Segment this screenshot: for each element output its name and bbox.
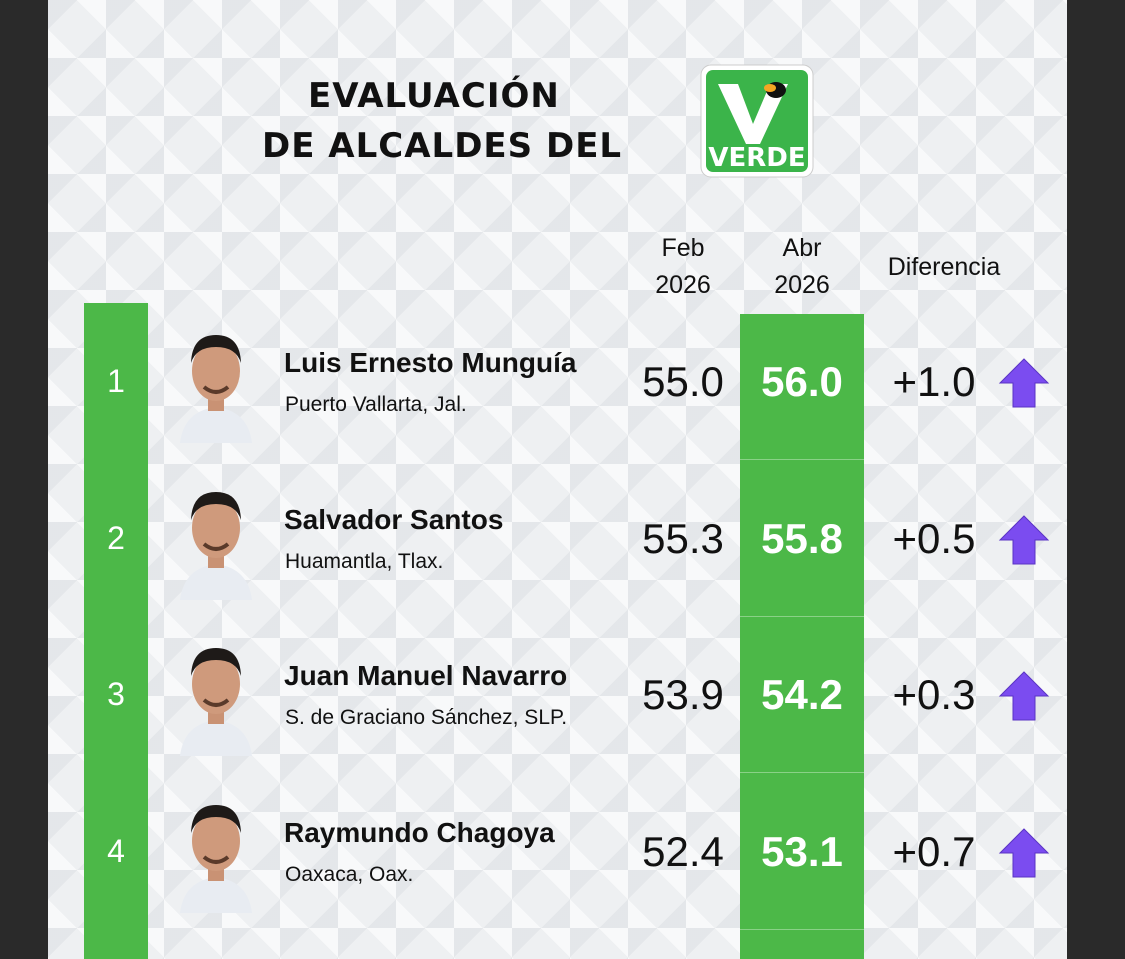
row-divider xyxy=(740,615,864,617)
row-divider xyxy=(740,459,864,460)
column-year: 2026 xyxy=(655,271,711,299)
difference: +1.0 xyxy=(892,358,976,405)
candidate-place: Oaxaca, Oax. xyxy=(285,862,414,886)
difference: +0.5 xyxy=(892,514,976,562)
title-line: DE ALCALDES DEL xyxy=(262,126,623,166)
up-arrow xyxy=(998,358,1050,408)
row-divider xyxy=(740,772,864,773)
abr-score: 55.8 xyxy=(761,514,843,562)
abr-score: 56.0 xyxy=(761,358,843,405)
feb-score: 53.9 xyxy=(642,671,724,718)
column-header: Feb 2026 xyxy=(623,230,743,304)
abr-score: 53.1 xyxy=(761,827,843,875)
rank: 1 xyxy=(107,363,125,399)
column-year: 2026 xyxy=(774,271,830,299)
candidate-name: Salvador Santos xyxy=(284,503,504,535)
photo xyxy=(180,491,252,600)
candidate-name: Raymundo Chagoya xyxy=(284,816,555,848)
logo: VERDE xyxy=(700,64,814,178)
rank: 2 xyxy=(107,519,125,556)
row-divider xyxy=(740,928,864,930)
column-header: Abr 2026 xyxy=(742,230,862,304)
rank: 4 xyxy=(107,832,125,869)
candidate-name: Luis Ernesto Munguía xyxy=(284,347,577,378)
up-arrow xyxy=(998,514,1050,564)
up-arrow xyxy=(998,671,1050,721)
column-month: Feb xyxy=(661,234,705,262)
abr-score: 54.2 xyxy=(761,671,843,718)
candidate-place: Huamantla, Tlax. xyxy=(285,549,444,573)
photo xyxy=(180,335,252,443)
title-line: EVALUACIÓN xyxy=(308,76,560,116)
logo-text: VERDE xyxy=(708,143,805,173)
photo xyxy=(180,648,252,756)
column-month: Abr xyxy=(782,234,822,262)
rank-column xyxy=(84,303,148,959)
difference: +0.3 xyxy=(892,671,976,718)
up-arrow xyxy=(998,827,1050,877)
feb-score: 55.0 xyxy=(642,358,724,405)
candidate-name: Juan Manuel Navarro xyxy=(284,660,568,691)
candidate-place: Puerto Vallarta, Jal. xyxy=(285,393,467,416)
candidate-place: S. de Graciano Sánchez, SLP. xyxy=(285,706,568,729)
feb-score: 52.4 xyxy=(642,827,724,875)
column-header: Diferencia xyxy=(887,253,1001,281)
abr-column xyxy=(740,314,864,959)
panel xyxy=(48,0,1067,959)
photo xyxy=(180,804,252,913)
difference: +0.7 xyxy=(892,827,976,875)
feb-score: 55.3 xyxy=(642,514,724,562)
rank: 3 xyxy=(107,676,125,712)
